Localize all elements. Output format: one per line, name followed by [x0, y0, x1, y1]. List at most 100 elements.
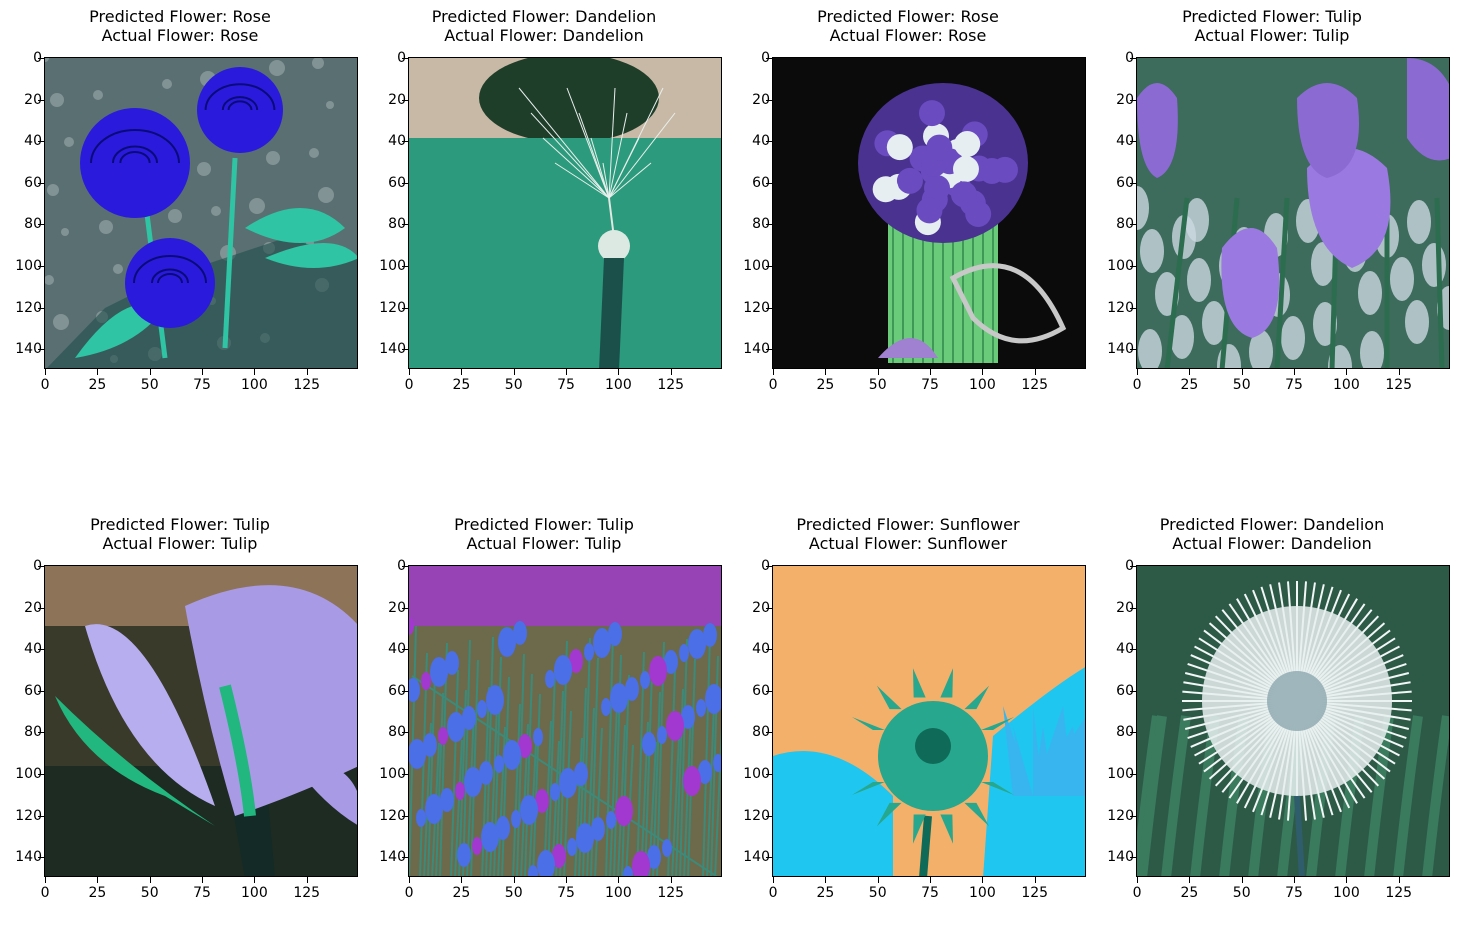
x-tick-mark: [1398, 877, 1400, 883]
prediction-panel: Predicted Flower: Tulip Actual Flower: Tu…: [1092, 7, 1452, 427]
x-tick-label: 25: [816, 377, 835, 393]
y-tick-label: 40: [1116, 641, 1134, 658]
y-tick-label: 20: [388, 91, 406, 108]
y-tick-mark: [766, 566, 772, 568]
y-tick-label: 0: [761, 50, 770, 67]
y-tick-mark: [1130, 815, 1136, 817]
y-tick-label: 0: [33, 50, 42, 67]
x-tick-label: 50: [868, 377, 887, 393]
actual-label: Actual Flower: Tulip: [102, 534, 258, 553]
y-tick-mark: [1130, 649, 1136, 651]
y-tick-mark: [1130, 857, 1136, 859]
y-tick-label: 120: [15, 807, 42, 824]
x-tick-mark: [1346, 877, 1348, 883]
y-tick-mark: [402, 607, 408, 609]
y-tick-label: 60: [1116, 174, 1134, 191]
y-tick-mark: [402, 307, 408, 309]
x-tick-mark: [825, 877, 827, 883]
x-tick-label: 25: [88, 885, 107, 901]
image-axes: [1136, 57, 1450, 369]
y-tick-mark: [1130, 266, 1136, 268]
x-tick-mark: [773, 369, 775, 375]
y-tick-mark: [38, 857, 44, 859]
y-tick-label: 80: [752, 216, 770, 233]
y-tick-label: 120: [379, 299, 406, 316]
y-tick-label: 0: [761, 558, 770, 575]
x-tick-label: 75: [557, 885, 575, 901]
predicted-label: Predicted Flower: Sunflower: [796, 515, 1020, 534]
panel-title: Predicted Flower: Tulip Actual Flower: Tu…: [1092, 7, 1452, 45]
x-tick-label: 125: [657, 377, 685, 393]
y-tick-mark: [402, 141, 408, 143]
y-tick-mark: [766, 857, 772, 859]
y-tick-label: 120: [743, 299, 770, 316]
x-tick-mark: [202, 369, 204, 375]
x-tick-mark: [149, 369, 151, 375]
x-tick-mark: [513, 877, 515, 883]
y-tick-label: 40: [1116, 133, 1134, 150]
panel-title: Predicted Flower: Tulip Actual Flower: Tu…: [364, 515, 724, 553]
x-tick-mark: [1137, 369, 1139, 375]
y-tick-mark: [38, 774, 44, 776]
y-tick-mark: [38, 566, 44, 568]
y-tick-mark: [38, 141, 44, 143]
prediction-panel: Predicted Flower: Tulip Actual Flower: Tu…: [364, 515, 724, 935]
x-tick-mark: [1189, 877, 1191, 883]
y-tick-mark: [1130, 58, 1136, 60]
x-tick-mark: [1241, 369, 1243, 375]
y-tick-label: 20: [24, 91, 42, 108]
prediction-panel: Predicted Flower: Sunflower Actual Flower…: [728, 515, 1088, 935]
x-tick-label: 50: [140, 377, 159, 393]
x-tick-label: 0: [404, 885, 414, 901]
image-axes: [408, 565, 722, 877]
x-tick-mark: [45, 369, 47, 375]
x-tick-label: 100: [241, 377, 268, 393]
y-tick-mark: [38, 58, 44, 60]
x-tick-mark: [97, 369, 99, 375]
y-tick-label: 80: [752, 724, 770, 741]
image-axes: [1136, 565, 1450, 877]
y-tick-label: 20: [752, 91, 770, 108]
y-tick-mark: [38, 182, 44, 184]
y-tick-mark: [402, 815, 408, 817]
y-tick-label: 100: [15, 258, 42, 275]
y-tick-label: 20: [752, 599, 770, 616]
y-tick-label: 20: [1116, 599, 1134, 616]
y-tick-label: 0: [1125, 558, 1134, 575]
y-tick-mark: [402, 58, 408, 60]
x-tick-label: 100: [605, 377, 632, 393]
y-tick-label: 60: [388, 682, 406, 699]
x-tick-mark: [566, 877, 568, 883]
y-tick-label: 20: [388, 599, 406, 616]
x-tick-label: 25: [1180, 885, 1199, 901]
x-tick-label: 25: [452, 377, 471, 393]
x-tick-label: 50: [504, 377, 523, 393]
x-tick-label: 75: [1285, 885, 1303, 901]
x-tick-label: 50: [1232, 377, 1251, 393]
y-tick-label: 100: [1107, 258, 1134, 275]
y-tick-mark: [402, 857, 408, 859]
y-tick-label: 60: [388, 174, 406, 191]
y-tick-mark: [766, 99, 772, 101]
y-tick-mark: [1130, 349, 1136, 351]
y-tick-mark: [402, 566, 408, 568]
x-tick-mark: [1034, 369, 1036, 375]
x-tick-label: 0: [1132, 377, 1142, 393]
panel-title: Predicted Flower: Dandelion Actual Flower…: [1092, 515, 1452, 553]
actual-label: Actual Flower: Sunflower: [808, 534, 1008, 553]
panel-title: Predicted Flower: Sunflower Actual Flower…: [728, 515, 1088, 553]
y-tick-mark: [1130, 99, 1136, 101]
predicted-label: Predicted Flower: Rose: [817, 7, 999, 26]
y-tick-label: 120: [1107, 299, 1134, 316]
y-tick-label: 140: [1107, 849, 1134, 866]
predicted-label: Predicted Flower: Tulip: [90, 515, 270, 534]
x-tick-label: 50: [868, 885, 887, 901]
x-tick-label: 25: [816, 885, 835, 901]
x-tick-label: 75: [193, 885, 211, 901]
y-tick-mark: [402, 732, 408, 734]
y-tick-mark: [1130, 307, 1136, 309]
x-tick-mark: [1398, 369, 1400, 375]
x-tick-label: 25: [1180, 377, 1199, 393]
x-tick-mark: [670, 877, 672, 883]
x-tick-label: 100: [1333, 377, 1360, 393]
